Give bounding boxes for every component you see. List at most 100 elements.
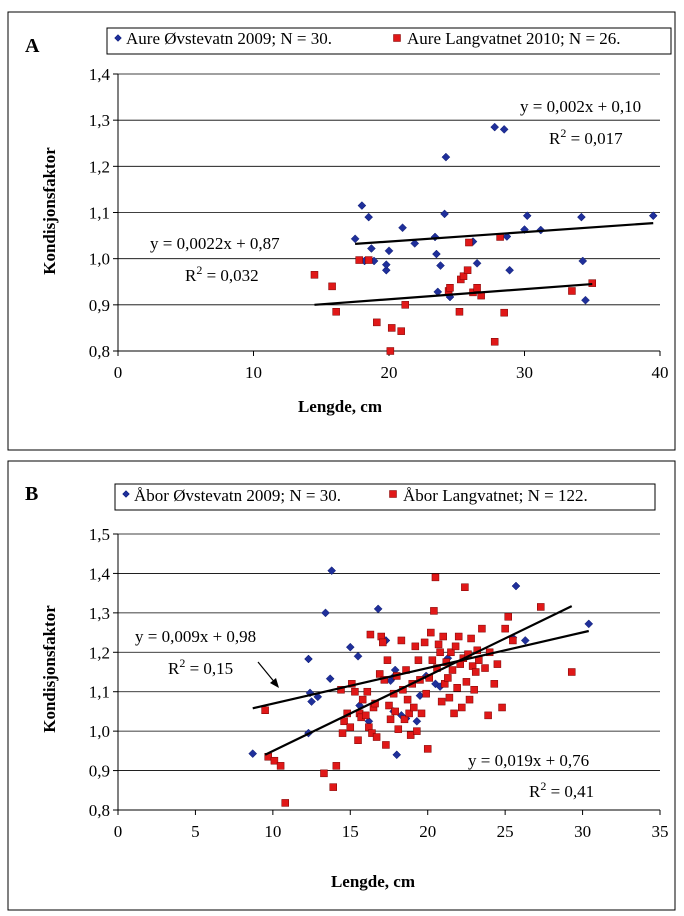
panel-b-point-square [490,680,499,688]
panel-b-point-square [493,660,502,668]
panel-b-frame [7,460,676,911]
panel-b-point-square [403,695,412,704]
panel-b-point-square [567,668,576,676]
panel-b-point-square [405,709,413,718]
panel-b-xtick-label: 15 [342,822,359,841]
panel-b-point-square [453,684,461,692]
panel-b-point-square [338,729,347,737]
panel-a-ytick-label: 1,4 [89,65,111,84]
panel-a-point-square [332,308,340,316]
panel-a-r2-red: R2 = 0,032 [185,263,259,285]
panel-b-ytick-label: 1,0 [89,722,110,741]
panel-a-ytick-label: 0,9 [89,296,110,315]
panel-b-point-square [397,636,406,645]
panel-b-point-diamond [353,651,363,661]
panel-b-point-square [413,727,421,735]
panel-b-point-diamond [325,674,335,684]
panel-b-plot-area: 0,8 0,9 1,0 1,1 1,2 1,3 1,4 1,5 0 5 10 15 20 25 30 35 [89,525,669,841]
panel-a-legend-box [106,27,672,55]
panel-b-point-square [484,711,492,720]
panel-b-point-square [461,583,469,591]
panel-a-point-square [490,338,499,346]
panel-b-point-square [481,664,489,672]
panel-a-trendline-2 [314,282,593,306]
panel-b-xtick-label: 30 [574,822,591,841]
panel-b-ytick-label: 1,3 [89,604,110,623]
panel-b-point-square [436,648,444,657]
panel-a-xlabel: Lengde, cm [298,397,382,416]
panel-a-point-diamond [436,261,445,270]
panel-a-legend-square-marker [393,34,401,42]
panel-b-point-square [451,642,460,651]
panel-a-point-diamond [499,125,509,134]
panel-a-point-diamond [381,260,391,270]
panel-b-point-square [368,729,376,737]
panel-b-legend-square-marker [389,490,397,498]
panel-a-point-square [386,347,395,355]
panel-b-ytick-label: 1,1 [89,683,110,702]
panel-a-point-diamond [490,122,500,132]
panel-b-point-square [447,648,455,657]
panel-b-point-square [417,709,426,718]
panel-b-point-square [358,695,367,704]
panel-b-equation-blue: y = 0,009x + 0,98 [135,627,256,646]
panel-b-point-square [362,711,370,720]
panel-b-point-square [379,638,387,647]
panel-a-point-square [588,279,596,287]
panel-a-ytick-label: 1,0 [89,250,110,269]
panel-a-point-diamond [432,249,441,259]
panel-b-trendline-1 [252,629,590,710]
panel-b-ytick-label: 1,2 [89,643,110,662]
panel-a: A Aure Øvstevatn 2009; N = 30. Aure Lang… [7,11,676,451]
panel-b-r2-arrow-line [257,661,277,685]
panel-a-ytick-label: 1,2 [89,157,110,176]
panel-a-point-square [473,284,481,292]
panel-b-point-square [467,634,475,643]
panel-b-point-square [448,666,457,674]
panel-b-legend-diamond-marker [122,490,130,498]
panel-a-equation-blue: y = 0,002x + 0,10 [520,97,641,116]
panel-b-point-square [509,636,517,645]
panel-b-point-diamond [584,619,594,629]
panel-b-point-diamond [392,750,402,760]
panel-a-point-diamond [581,295,590,305]
panel-a-point-square [373,318,381,327]
panel-a-ylabel: Kondisjonsfaktor [40,147,59,275]
panel-a-ytick-label: 0,8 [89,342,110,361]
panel-b-point-square [363,687,372,696]
panel-a-point-diamond [472,258,482,268]
panel-b-point-square [406,731,415,739]
panel-b-xtick-label: 10 [264,822,281,841]
panel-b-xtick-label: 20 [419,822,436,841]
panel-a-point-square [397,327,405,335]
panel-a-point-diamond [522,211,532,221]
panel-b-point-square [366,630,375,639]
panel-b-point-square [454,632,463,641]
panel-b-point-square [445,693,454,702]
panel-a-legend-series-2: Aure Langvatnet 2010; N = 26. [407,29,621,48]
panel-b-trendline-2 [264,605,573,756]
panel-b-point-square [450,709,458,718]
panel-b-xlabel: Lengde, cm [331,872,415,891]
panel-b-point-square [478,624,486,633]
panel-b-point-diamond [520,636,530,645]
panel-b: B Åbor Øvstevatn 2009; N = 30. Åbor Lang… [7,460,676,911]
panel-b-point-square [420,638,429,647]
panel-b-point-diamond [373,604,383,614]
panel-b-ytick-label: 1,4 [89,564,111,583]
panel-b-ylabel: Kondisjonsfaktor [40,605,59,733]
panel-a-equation-red: y = 0,0022x + 0,87 [150,234,280,253]
panel-a-point-diamond [578,256,588,266]
panel-b-point-square [386,715,395,724]
panel-a-point-diamond [367,244,376,253]
panel-a-point-diamond [357,201,367,210]
panel-a-point-square [455,308,464,316]
panel-b-point-square [465,695,474,704]
panel-a-point-diamond [441,152,451,162]
panel-b-point-square [400,715,409,724]
panel-b-point-diamond [321,608,330,618]
panel-b-point-square [340,717,348,726]
panel-b-ytick-label: 0,8 [89,801,110,820]
panel-b-point-square [391,707,399,716]
